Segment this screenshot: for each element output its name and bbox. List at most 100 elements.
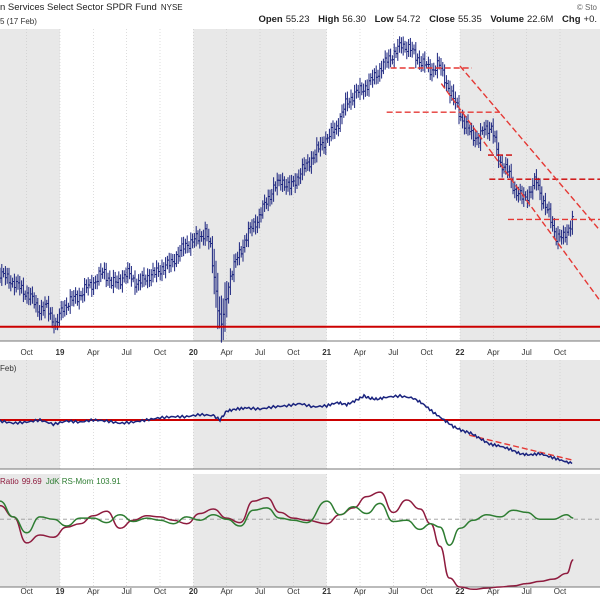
ohlc-bar (367, 73, 371, 97)
ohlc-bar (187, 241, 191, 253)
rrg-indicator-panel: Oct 19 Apr Jul Oct 20 Apr Jul Oct 21 Apr Jul Oct 22 Ap… (0, 474, 600, 596)
ohlc-bar (335, 120, 339, 135)
ohlc-bar (113, 271, 117, 288)
year-shade (460, 474, 600, 587)
ohlc-bar (102, 262, 106, 280)
x-tick-label: 19 (56, 348, 65, 357)
ohlc-bar (92, 277, 96, 296)
year-shade (0, 29, 60, 341)
ohlc-bar (338, 113, 342, 133)
panel-background (0, 474, 600, 588)
ohlc-bar (149, 269, 153, 287)
x-tick-label: Apr (87, 587, 100, 596)
x-tick-label: Apr (354, 587, 367, 596)
x-tick-label: Apr (220, 587, 233, 596)
ohlc-bar (423, 51, 427, 73)
ohlc-bar (77, 287, 81, 310)
x-tick-label: Apr (487, 348, 500, 357)
ohlc-bar (68, 289, 72, 314)
ohlc-bar (155, 260, 159, 283)
ohlc-bar (104, 262, 108, 288)
ohlc-bar (345, 91, 349, 112)
ohlc-bar (72, 290, 76, 307)
ohlc-bar (353, 84, 357, 108)
ohlc-bar (117, 271, 121, 290)
ohlc-bar (414, 42, 418, 69)
ohlc-bar (381, 58, 385, 75)
ohlc-bar (160, 259, 164, 282)
ohlc-bar (372, 68, 376, 85)
ohlc-bar (138, 273, 142, 291)
ohlc-bar (142, 267, 146, 287)
ohlc-bar (389, 48, 393, 68)
ohlc-bar (399, 37, 403, 54)
ohlc-bar (83, 277, 87, 302)
ohlc-bar (88, 279, 92, 289)
x-tick-label: Oct (154, 348, 167, 357)
ohlc-bar (70, 290, 74, 307)
ohlc-bar (119, 274, 123, 290)
ohlc-bar (165, 255, 169, 270)
x-tick-label: 21 (322, 348, 331, 357)
ohlc-bar (108, 270, 112, 288)
ohlc-bar (84, 279, 88, 294)
ohlc-bar (356, 84, 360, 98)
rs-momentum-line (0, 500, 574, 546)
ohlc-bar (448, 80, 452, 104)
price-stats: Open 55.23 High 56.30 Low 54.72 Close 55.35 … (258, 14, 597, 25)
rs-ratio-line (0, 491, 574, 591)
x-tick-label: Oct (20, 348, 33, 357)
ohlc-bar (354, 83, 358, 99)
ohlc-bar (63, 299, 67, 317)
ohlc-bar (169, 253, 173, 273)
ohlc-bar (430, 63, 434, 82)
ohlc-bar (153, 267, 157, 278)
ohlc-bar (111, 269, 115, 294)
ohlc-bar (99, 263, 103, 283)
x-tick-label: Jul (255, 587, 265, 596)
year-shade (460, 29, 600, 341)
x-tick-label: Jul (522, 587, 532, 596)
ohlc-bar (363, 80, 367, 97)
x-tick-label: Jul (522, 348, 532, 357)
ohlc-bar (369, 73, 373, 86)
ohlc-bar (146, 268, 150, 289)
ohlc-bar (74, 287, 78, 304)
ohlc-bar (162, 262, 166, 275)
ohlc-bar (183, 238, 187, 254)
x-tick-label: Oct (20, 587, 33, 596)
ohlc-bar (407, 39, 411, 57)
ohlc-bar (124, 267, 128, 284)
ohlc-bar (383, 50, 387, 70)
ohlc-bar (570, 210, 574, 235)
ohlc-bar (75, 290, 79, 306)
x-tick-label: Jul (122, 348, 132, 357)
ohlc-bar (371, 69, 375, 88)
x-tick-label: 20 (189, 587, 198, 596)
panel-background (0, 29, 600, 342)
ohlc-bar (137, 274, 141, 291)
ohlc-bar (151, 262, 155, 283)
legend-ratio-value: 99.69 (22, 477, 43, 486)
x-tick-label: Jul (255, 348, 265, 357)
ohlc-bar (106, 272, 110, 286)
x-tick-label: Apr (354, 348, 367, 357)
ohlc-bar (140, 270, 144, 288)
ohlc-bar (135, 278, 139, 293)
ohlc-bar (398, 36, 402, 53)
price-panel: Oct 19 Apr Jul Oct 20 Apr Jul Oct 21 Apr Jul Oct 22 Ap… (0, 29, 600, 357)
rrg-legend: Ratio 99.69 JdK RS-Mom 103.91 (0, 477, 121, 486)
ohlc-bar (158, 264, 162, 281)
x-tick-label: Oct (554, 348, 567, 357)
year-shade (0, 360, 60, 469)
ohlc-bar (333, 122, 337, 139)
ohlc-bar (417, 50, 421, 70)
legend-mom-label: JdK RS-Mom (46, 477, 94, 486)
ohlc-bar (446, 79, 450, 92)
ohlc-bar (336, 118, 340, 137)
ohlc-bar (171, 253, 175, 268)
price-bars (0, 36, 574, 343)
ohlc-bar (156, 262, 160, 277)
ohlc-bar (120, 270, 124, 293)
